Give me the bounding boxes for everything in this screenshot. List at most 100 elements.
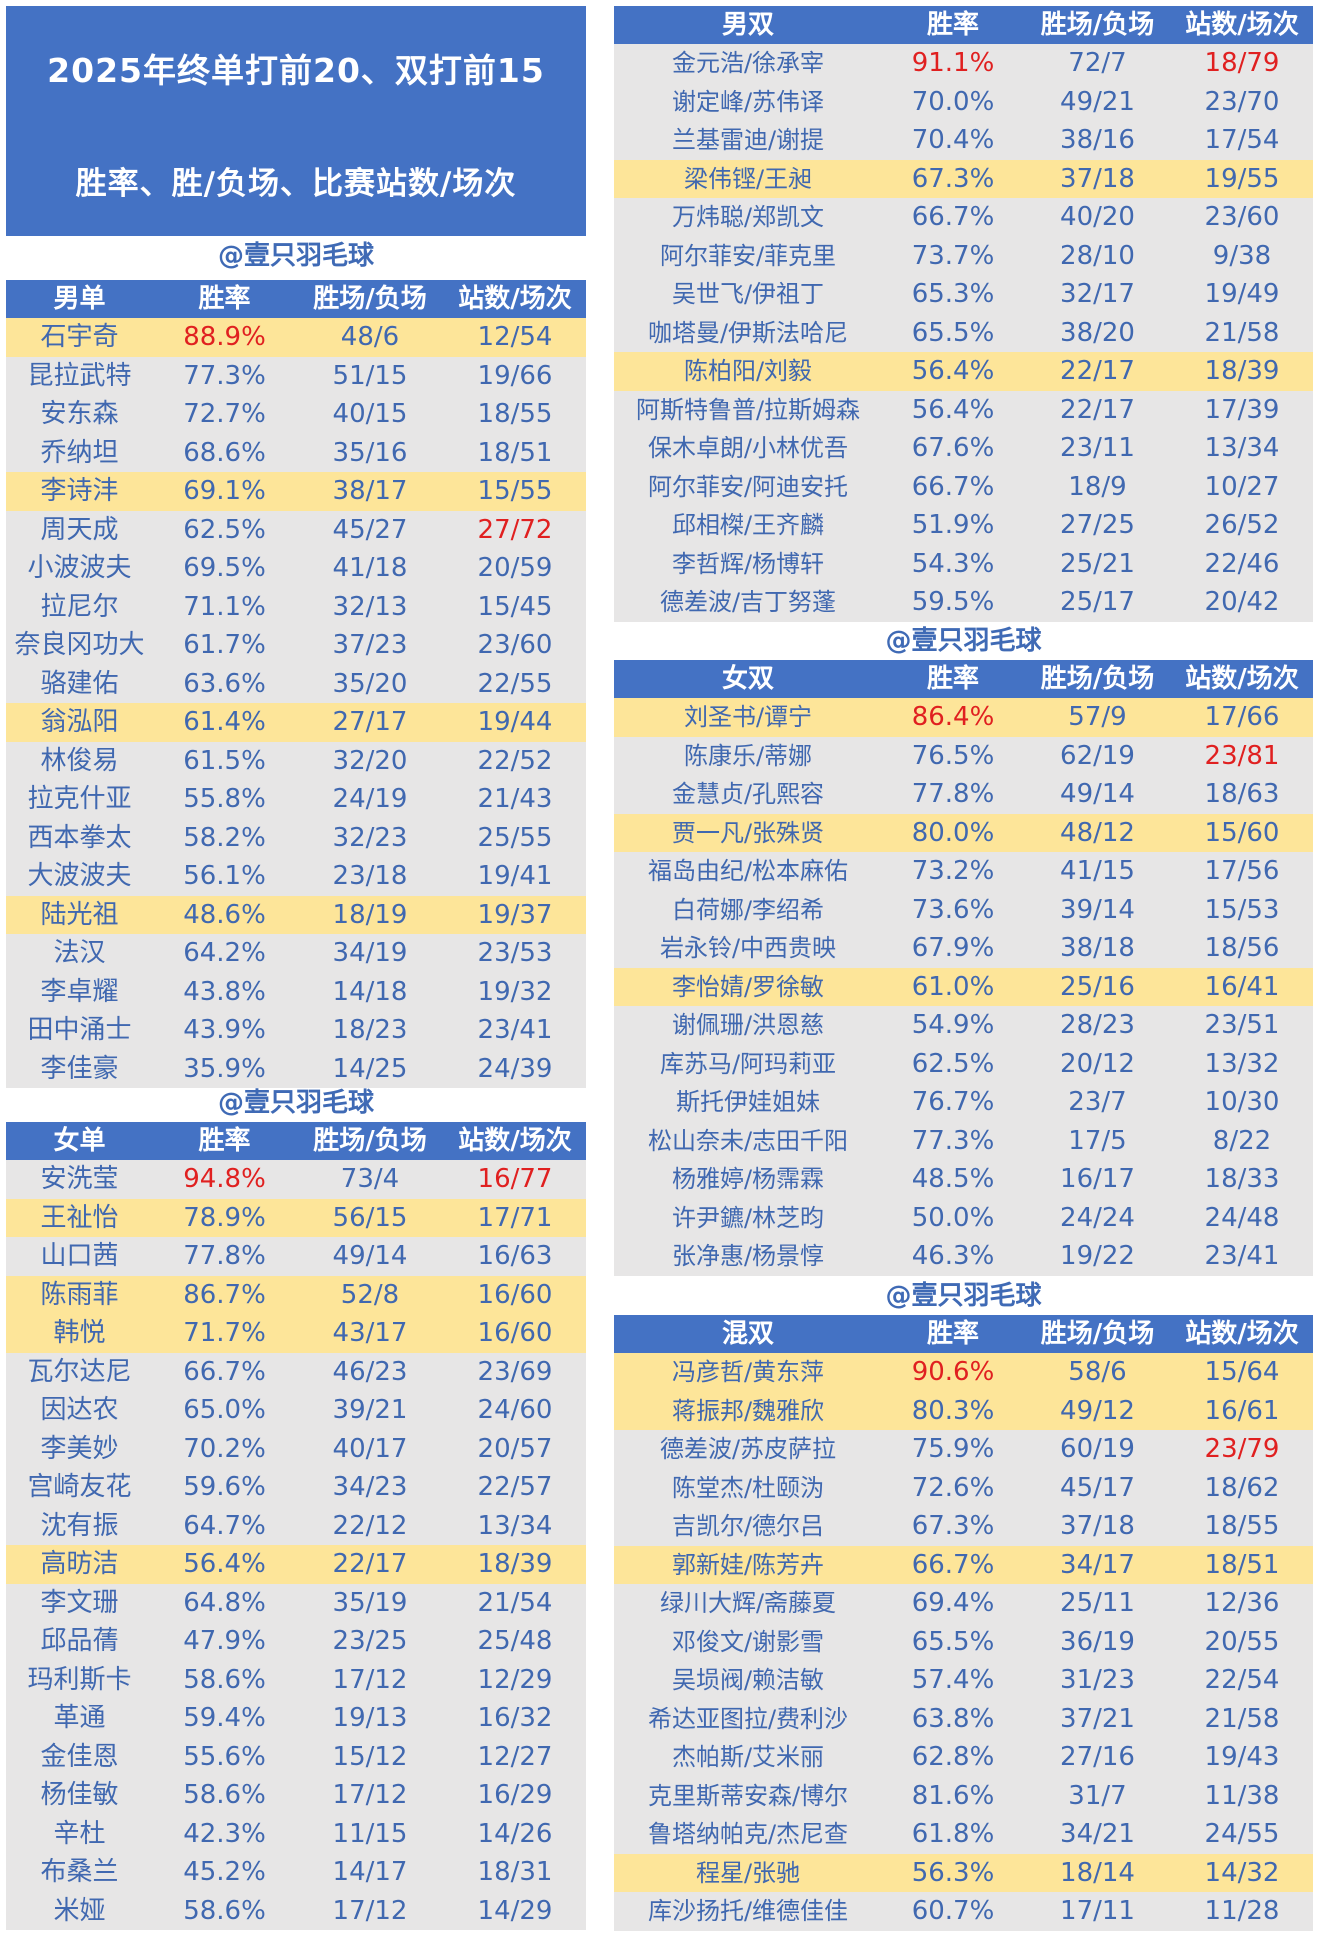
table-row: 陈堂杰/杜颐沩 72.6% 45/17 18/62 [614, 1469, 1313, 1508]
events-matches: 20/42 [1204, 587, 1280, 617]
player-name: 邱相榤/王齐麟 [671, 511, 825, 539]
win-loss: 18/14 [1060, 1857, 1135, 1888]
events-matches: 18/51 [477, 437, 553, 468]
win-rate: 66.7% [911, 1549, 995, 1580]
win-rate: 63.6% [183, 668, 266, 699]
header-name: 女双 [721, 664, 774, 694]
player-name: 李佳豪 [40, 1053, 119, 1084]
table-header: 男双 胜率 胜场/负场 站数/场次 [614, 6, 1313, 44]
table-row: 韩悦 71.7% 43/17 16/60 [6, 1314, 586, 1353]
win-rate: 71.7% [183, 1318, 266, 1348]
player-name: 福岛由纪/松本麻佑 [647, 857, 849, 885]
win-rate: 54.3% [911, 548, 995, 579]
player-name: 邱品蒨 [40, 1626, 119, 1656]
events-matches: 14/26 [477, 1818, 553, 1849]
player-name: 陈柏阳/刘毅 [683, 357, 813, 385]
win-loss: 16/17 [1060, 1164, 1135, 1194]
events-matches: 15/55 [477, 476, 553, 506]
table-row: 革通 59.4% 19/13 16/32 [6, 1699, 586, 1738]
win-rate: 61.4% [183, 707, 266, 737]
table-row: 李佳豪 35.9% 14/25 24/39 [6, 1050, 586, 1089]
table-row: 瓦尔达尼 66.7% 46/23 23/69 [6, 1353, 586, 1392]
win-rate: 65.5% [911, 317, 995, 348]
player-name: 杨佳敏 [40, 1780, 119, 1810]
events-matches: 19/44 [477, 707, 553, 737]
win-loss: 28/10 [1060, 240, 1135, 271]
win-loss: 52/8 [340, 1279, 400, 1310]
win-rate: 64.8% [183, 1587, 266, 1618]
win-rate: 73.7% [911, 240, 995, 271]
win-loss: 57/9 [1068, 702, 1127, 732]
player-name: 奈良冈功大 [14, 630, 145, 660]
player-name: 大波波夫 [27, 861, 132, 891]
win-loss: 14/17 [332, 1857, 408, 1887]
events-matches: 20/57 [477, 1433, 553, 1464]
events-matches: 23/79 [1204, 1434, 1280, 1464]
header-events-matches: 站数/场次 [1185, 664, 1299, 694]
win-loss: 19/13 [332, 1703, 408, 1733]
player-name: 金佳恩 [40, 1741, 119, 1772]
events-matches: 23/41 [1204, 1241, 1280, 1271]
player-name: 邓俊文/谢影雪 [671, 1627, 825, 1656]
events-matches: 9/38 [1212, 240, 1272, 271]
player-name: 石宇奇 [40, 322, 119, 352]
player-name: 克里斯蒂安森/博尔 [647, 1781, 849, 1810]
player-name: 安洗莹 [40, 1164, 119, 1194]
win-rate: 54.9% [911, 1010, 995, 1040]
player-name: 郭新娃/陈芳卉 [671, 1550, 825, 1579]
header-name: 男单 [53, 284, 106, 314]
events-matches: 23/60 [477, 630, 553, 660]
win-loss: 22/17 [1060, 356, 1135, 386]
events-matches: 19/37 [477, 899, 553, 930]
win-loss: 39/14 [1060, 894, 1135, 925]
player-name: 骆建佑 [40, 668, 119, 699]
table-row: 阿尔菲安/阿迪安托 66.7% 18/9 10/27 [614, 468, 1313, 507]
events-matches: 19/41 [477, 861, 553, 891]
table-row: 因达农 65.0% 39/21 24/60 [6, 1391, 586, 1430]
events-matches: 20/55 [1204, 1626, 1280, 1657]
win-rate: 48.6% [183, 899, 266, 930]
win-rate: 61.8% [911, 1819, 995, 1849]
player-name: 革通 [53, 1703, 106, 1733]
player-name: 玛利斯卡 [27, 1664, 132, 1695]
win-rate: 58.2% [183, 822, 266, 853]
player-name: 库苏马/阿玛莉亚 [659, 1049, 837, 1078]
events-matches: 15/53 [1204, 894, 1280, 925]
table-row: 金元浩/徐承宰 91.1% 72/7 18/79 [614, 44, 1313, 83]
player-name: 乔纳坦 [40, 437, 119, 468]
player-name: 辛杜 [53, 1818, 106, 1849]
player-name: 吉凯尔/德尔吕 [671, 1512, 825, 1540]
win-loss: 56/15 [332, 1202, 408, 1233]
win-loss: 27/17 [332, 707, 408, 737]
events-matches: 18/31 [477, 1857, 553, 1887]
player-name: 因达农 [40, 1395, 119, 1425]
win-rate: 80.0% [911, 817, 995, 848]
win-rate: 60.7% [911, 1896, 995, 1926]
win-loss: 58/6 [1068, 1357, 1127, 1387]
player-name: 林俊易 [40, 745, 119, 776]
win-rate: 56.4% [183, 1549, 266, 1579]
table-womens-singles: 女单 胜率 胜场/负场 站数/场次 安洗莹 94.8% 73/4 16/77 王祉怡 78.9% 5… [6, 1122, 586, 1930]
player-name: 许尹鑣/林芝昀 [671, 1203, 825, 1232]
header-win-loss: 胜场/负场 [313, 1126, 427, 1156]
events-matches: 14/32 [1204, 1857, 1280, 1888]
table-row: 安洗莹 94.8% 73/4 16/77 [6, 1160, 586, 1199]
table-row: 李怡婧/罗徐敏 61.0% 25/16 16/41 [614, 967, 1313, 1006]
win-rate: 43.9% [183, 1015, 266, 1045]
win-loss: 17/12 [332, 1664, 408, 1695]
win-rate: 69.5% [183, 553, 266, 583]
player-name: 陈康乐/蒂娜 [683, 741, 813, 770]
table-row: 邱品蒨 47.9% 23/25 25/48 [6, 1622, 586, 1661]
win-rate: 70.2% [183, 1433, 266, 1464]
table-row: 梁伟铿/王昶 67.3% 37/18 19/55 [614, 159, 1313, 198]
events-matches: 12/36 [1204, 1588, 1280, 1618]
win-rate: 66.7% [911, 202, 995, 232]
table-row: 陈柏阳/刘毅 56.4% 22/17 18/39 [614, 352, 1313, 391]
win-loss: 45/17 [1060, 1472, 1135, 1503]
player-name: 李卓耀 [40, 976, 119, 1007]
win-rate: 61.5% [183, 745, 266, 776]
win-loss: 37/21 [1060, 1703, 1135, 1734]
win-rate: 58.6% [183, 1664, 266, 1695]
win-rate: 64.7% [183, 1510, 266, 1541]
win-loss: 18/23 [332, 1015, 408, 1045]
